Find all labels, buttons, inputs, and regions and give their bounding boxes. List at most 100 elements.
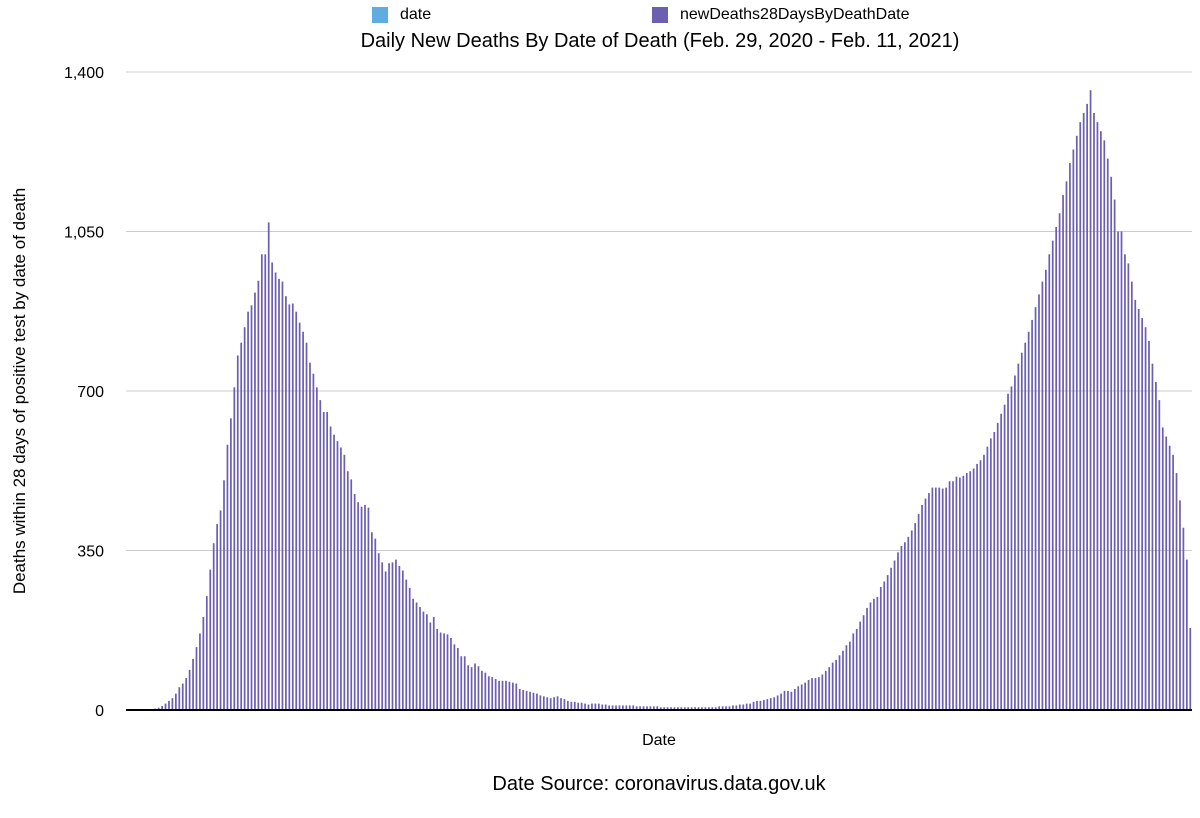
bar xyxy=(329,426,332,710)
bar xyxy=(157,707,160,710)
bar xyxy=(983,454,985,710)
bar xyxy=(460,656,463,710)
bar xyxy=(1055,226,1058,710)
bar xyxy=(401,570,404,710)
bar xyxy=(1161,427,1164,710)
bar xyxy=(281,281,284,710)
bar xyxy=(501,680,504,710)
bar xyxy=(374,538,377,710)
bar xyxy=(1041,281,1044,710)
bar xyxy=(532,692,535,710)
bar xyxy=(515,683,518,710)
bar xyxy=(226,444,229,710)
bar xyxy=(219,510,222,710)
bar xyxy=(436,628,439,710)
bar xyxy=(928,493,930,710)
bar xyxy=(835,659,837,710)
bar xyxy=(1069,163,1071,711)
bar xyxy=(763,699,765,710)
bar xyxy=(563,699,566,710)
bar xyxy=(315,387,318,710)
bar xyxy=(456,648,459,710)
bar xyxy=(900,545,903,710)
bar xyxy=(230,418,232,710)
bar xyxy=(1137,308,1140,710)
bar xyxy=(677,707,679,710)
bar xyxy=(701,707,703,710)
bar xyxy=(257,280,260,710)
bar xyxy=(735,705,738,710)
bar xyxy=(429,622,432,710)
bar xyxy=(1165,436,1168,710)
bar xyxy=(278,278,280,710)
bar xyxy=(542,696,545,710)
bar xyxy=(752,701,755,710)
bar xyxy=(591,703,593,710)
bar xyxy=(260,254,263,711)
bar xyxy=(897,552,899,710)
bar xyxy=(1155,381,1157,710)
bar xyxy=(1086,103,1088,710)
legend-item-deaths[interactable]: newDeaths28DaysByDeathDate xyxy=(652,6,909,24)
bar xyxy=(371,532,373,710)
bar xyxy=(769,698,772,710)
bar xyxy=(1148,340,1150,710)
bar xyxy=(1106,158,1109,711)
bar xyxy=(594,703,597,710)
bar xyxy=(756,700,758,710)
bar xyxy=(168,700,170,710)
bar xyxy=(285,296,287,710)
bar xyxy=(1096,122,1099,711)
bar xyxy=(1051,240,1054,710)
legend-item-date[interactable]: date xyxy=(372,6,431,24)
bar xyxy=(780,693,782,710)
bar xyxy=(267,222,270,710)
bar xyxy=(1189,627,1192,710)
bar xyxy=(243,327,246,710)
bar xyxy=(797,686,800,710)
bar xyxy=(628,705,631,710)
bar xyxy=(223,480,225,710)
bar xyxy=(161,705,163,710)
bar xyxy=(749,703,751,710)
bar xyxy=(632,705,635,710)
bar xyxy=(570,701,573,710)
bar xyxy=(525,690,528,710)
bar xyxy=(333,434,335,710)
bar xyxy=(615,705,617,710)
bar xyxy=(976,463,978,710)
bar xyxy=(1007,393,1009,710)
bar xyxy=(921,504,923,710)
bar xyxy=(652,706,655,710)
bar xyxy=(1014,375,1016,710)
bar xyxy=(986,446,989,710)
bar xyxy=(1000,413,1003,710)
bar xyxy=(608,705,610,710)
bar xyxy=(883,581,886,710)
bar xyxy=(718,706,721,710)
bar xyxy=(1020,352,1023,710)
bar xyxy=(1003,404,1006,710)
bar xyxy=(683,707,686,710)
bar xyxy=(312,373,315,710)
bar xyxy=(408,587,411,710)
bar xyxy=(742,704,745,710)
bar xyxy=(979,460,982,710)
bar xyxy=(384,571,387,710)
bar xyxy=(291,303,294,710)
bar xyxy=(1062,195,1064,711)
bar xyxy=(876,596,879,710)
bar xyxy=(439,632,442,710)
y-tick-label: 0 xyxy=(95,703,104,720)
bar xyxy=(350,479,353,710)
bar xyxy=(560,698,562,710)
bar xyxy=(254,292,256,710)
bar xyxy=(298,322,301,710)
bar xyxy=(907,536,910,710)
legend: date newDeaths28DaysByDeathDate xyxy=(0,6,1200,26)
bar xyxy=(659,707,662,710)
bar xyxy=(910,530,913,710)
bar xyxy=(518,689,521,710)
bar xyxy=(869,602,872,710)
bar xyxy=(364,504,366,710)
